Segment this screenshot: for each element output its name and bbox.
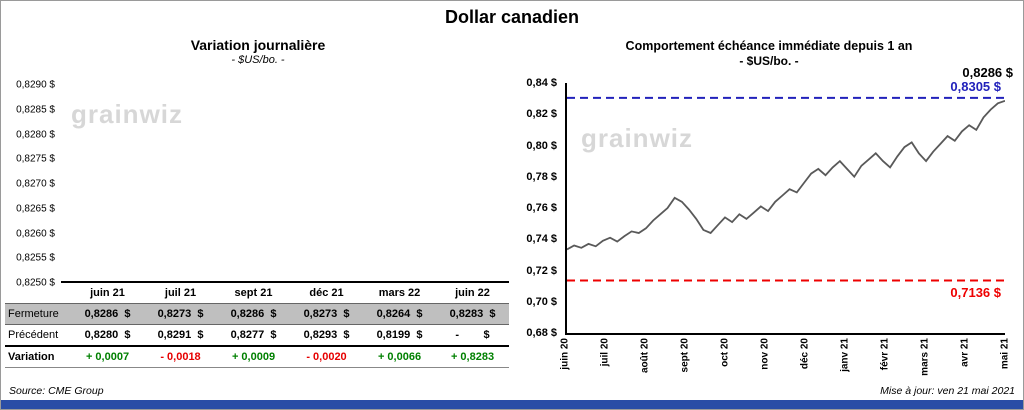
low-line-label: 0,7136 $ bbox=[950, 284, 1001, 300]
table-value-cell: + 0,0009 bbox=[217, 347, 290, 368]
bar-ytick-label: 0,8285 $ bbox=[16, 104, 55, 116]
table-month-header: juin 21 bbox=[90, 287, 125, 299]
table-value-cell: 0,8277 $ bbox=[217, 325, 290, 347]
table-value-cell: 0,8273 $ bbox=[144, 303, 217, 325]
table-row-label: Variation bbox=[5, 347, 71, 368]
table-value-cell: 0,8264 $ bbox=[363, 303, 436, 325]
table-month-header: juil 21 bbox=[164, 287, 197, 299]
line-xtick-label: mars 21 bbox=[919, 338, 931, 376]
bar-ytick-label: 0,8250 $ bbox=[16, 277, 55, 289]
line-xtick-label: août 20 bbox=[639, 338, 651, 374]
bar-chart-area: 0,8290 $ 0,8285 $ 0,8280 $ 0,8275 $ 0,8270 $… bbox=[5, 80, 509, 289]
line-xtick-label: juin 20 bbox=[559, 338, 571, 370]
table-value-cell: + 0,0066 bbox=[363, 347, 436, 368]
table-value-cell: - 0,0020 bbox=[290, 347, 363, 368]
bar-ytick-label: 0,8280 $ bbox=[16, 129, 55, 140]
bar-ytick-label: 0,8290 $ bbox=[16, 79, 55, 91]
line-ytick-label: 0,80 $ bbox=[526, 139, 557, 152]
bar-ytick-label: 0,8270 $ bbox=[16, 178, 55, 190]
line-xtick-label: févr 21 bbox=[879, 338, 891, 371]
table-value-cell: 0,8293 $ bbox=[290, 325, 363, 347]
table-value-cell: - $ bbox=[436, 325, 509, 347]
table-row-label: Précédent bbox=[5, 325, 71, 347]
bar-ytick-label: 0,8265 $ bbox=[16, 203, 55, 215]
price-series-line bbox=[567, 101, 1005, 250]
quotes-table: juin 21 juil 21 sept 21 déc 21 mars 22 juin 2… bbox=[5, 283, 509, 368]
table-value-cell: 0,8273 $ bbox=[290, 303, 363, 325]
line-chart-panel: Comportement échéance immédiate depuis 1… bbox=[519, 39, 1019, 389]
line-xtick-label: déc 20 bbox=[799, 338, 811, 370]
table-value-cell: 0,8291 $ bbox=[144, 325, 217, 347]
bar-ytick-label: 0,8255 $ bbox=[16, 252, 55, 264]
table-value-cell: 0,8280 $ bbox=[71, 325, 144, 347]
line-ytick-label: 0,68 $ bbox=[526, 327, 557, 339]
line-xaxis: juin 20 juil 20 août 20 sept 20 oct 20 nov 20… bbox=[560, 335, 1011, 389]
table-month-header: sept 21 bbox=[234, 287, 273, 299]
line-xtick-label: mai 21 bbox=[999, 338, 1011, 370]
bar-chart-panel: Variation journalière - $US/bo. - 0,8290… bbox=[3, 37, 513, 368]
line-xtick-label: sept 20 bbox=[679, 338, 691, 373]
line-chart-area: 0,84 $ 0,82 $ 0,80 $ 0,78 $ 0,76 $ 0,74 $ 0,72… bbox=[519, 77, 1019, 389]
line-yaxis: 0,84 $ 0,82 $ 0,80 $ 0,78 $ 0,76 $ 0,74 $ 0,72… bbox=[519, 77, 563, 339]
last-value-label: 0,8286 $ bbox=[962, 65, 1013, 80]
source-text: Source: CME Group bbox=[9, 385, 104, 397]
bar-chart-title: Variation journalière bbox=[190, 37, 326, 53]
bar-ytick-label: 0,8275 $ bbox=[16, 153, 55, 165]
footer: Source: CME Group Mise à jour: ven 21 ma… bbox=[9, 385, 1015, 397]
table-row-label: Fermeture bbox=[5, 303, 71, 325]
line-ytick-label: 0,76 $ bbox=[526, 202, 557, 214]
line-xtick-label: janv 21 bbox=[839, 338, 851, 372]
bar-chart-subtitle: - $US/bo. - bbox=[231, 54, 285, 66]
line-ytick-label: 0,82 $ bbox=[526, 108, 557, 121]
table-value-cell: - 0,0018 bbox=[144, 347, 217, 368]
bar-ytick-label: 0,8260 $ bbox=[16, 228, 55, 239]
table-value-cell: + 0,8283 bbox=[436, 347, 509, 368]
line-ytick-label: 0,78 $ bbox=[526, 170, 557, 183]
line-ytick-label: 0,72 $ bbox=[526, 264, 557, 277]
line-xtick-label: oct 20 bbox=[719, 338, 731, 367]
table-value-cell: 0,8286 $ bbox=[217, 303, 290, 325]
table-month-header: juin 22 bbox=[455, 287, 490, 299]
table-value-cell: 0,8286 $ bbox=[71, 303, 144, 325]
line-xtick-label: avr 21 bbox=[959, 338, 971, 367]
table-month-header: déc 21 bbox=[309, 287, 344, 299]
high-line-label: 0,8305 $ bbox=[950, 79, 1001, 94]
bottom-accent-bar bbox=[1, 400, 1023, 409]
updated-text: Mise à jour: ven 21 mai 2021 bbox=[880, 385, 1015, 397]
watermark-left: grainwiz bbox=[71, 99, 184, 129]
line-chart-subtitle: - $US/bo. - bbox=[739, 54, 799, 68]
price-line-chart bbox=[567, 83, 1005, 333]
table-value-cell: + 0,0007 bbox=[71, 347, 144, 368]
page-title: Dollar canadien bbox=[444, 7, 580, 27]
line-ytick-label: 0,84 $ bbox=[526, 77, 557, 89]
bar-yaxis: 0,8290 $ 0,8285 $ 0,8280 $ 0,8275 $ 0,8270 $… bbox=[5, 80, 61, 289]
line-ytick-label: 0,74 $ bbox=[526, 233, 557, 246]
table-value-cell: 0,8283 $ bbox=[436, 303, 509, 325]
line-chart-title: Comportement échéance immédiate depuis 1… bbox=[625, 39, 913, 53]
line-xtick-label: nov 20 bbox=[759, 338, 771, 370]
table-value-cell: 0,8199 $ bbox=[363, 325, 436, 347]
line-plot: grainwiz 0,8305 $ 0,7136 $ bbox=[565, 79, 1005, 335]
bar-plot: grainwiz bbox=[61, 85, 509, 283]
table-month-header: mars 22 bbox=[378, 287, 421, 299]
line-xtick-label: juil 20 bbox=[599, 338, 611, 367]
line-ytick-label: 0,70 $ bbox=[526, 295, 557, 308]
